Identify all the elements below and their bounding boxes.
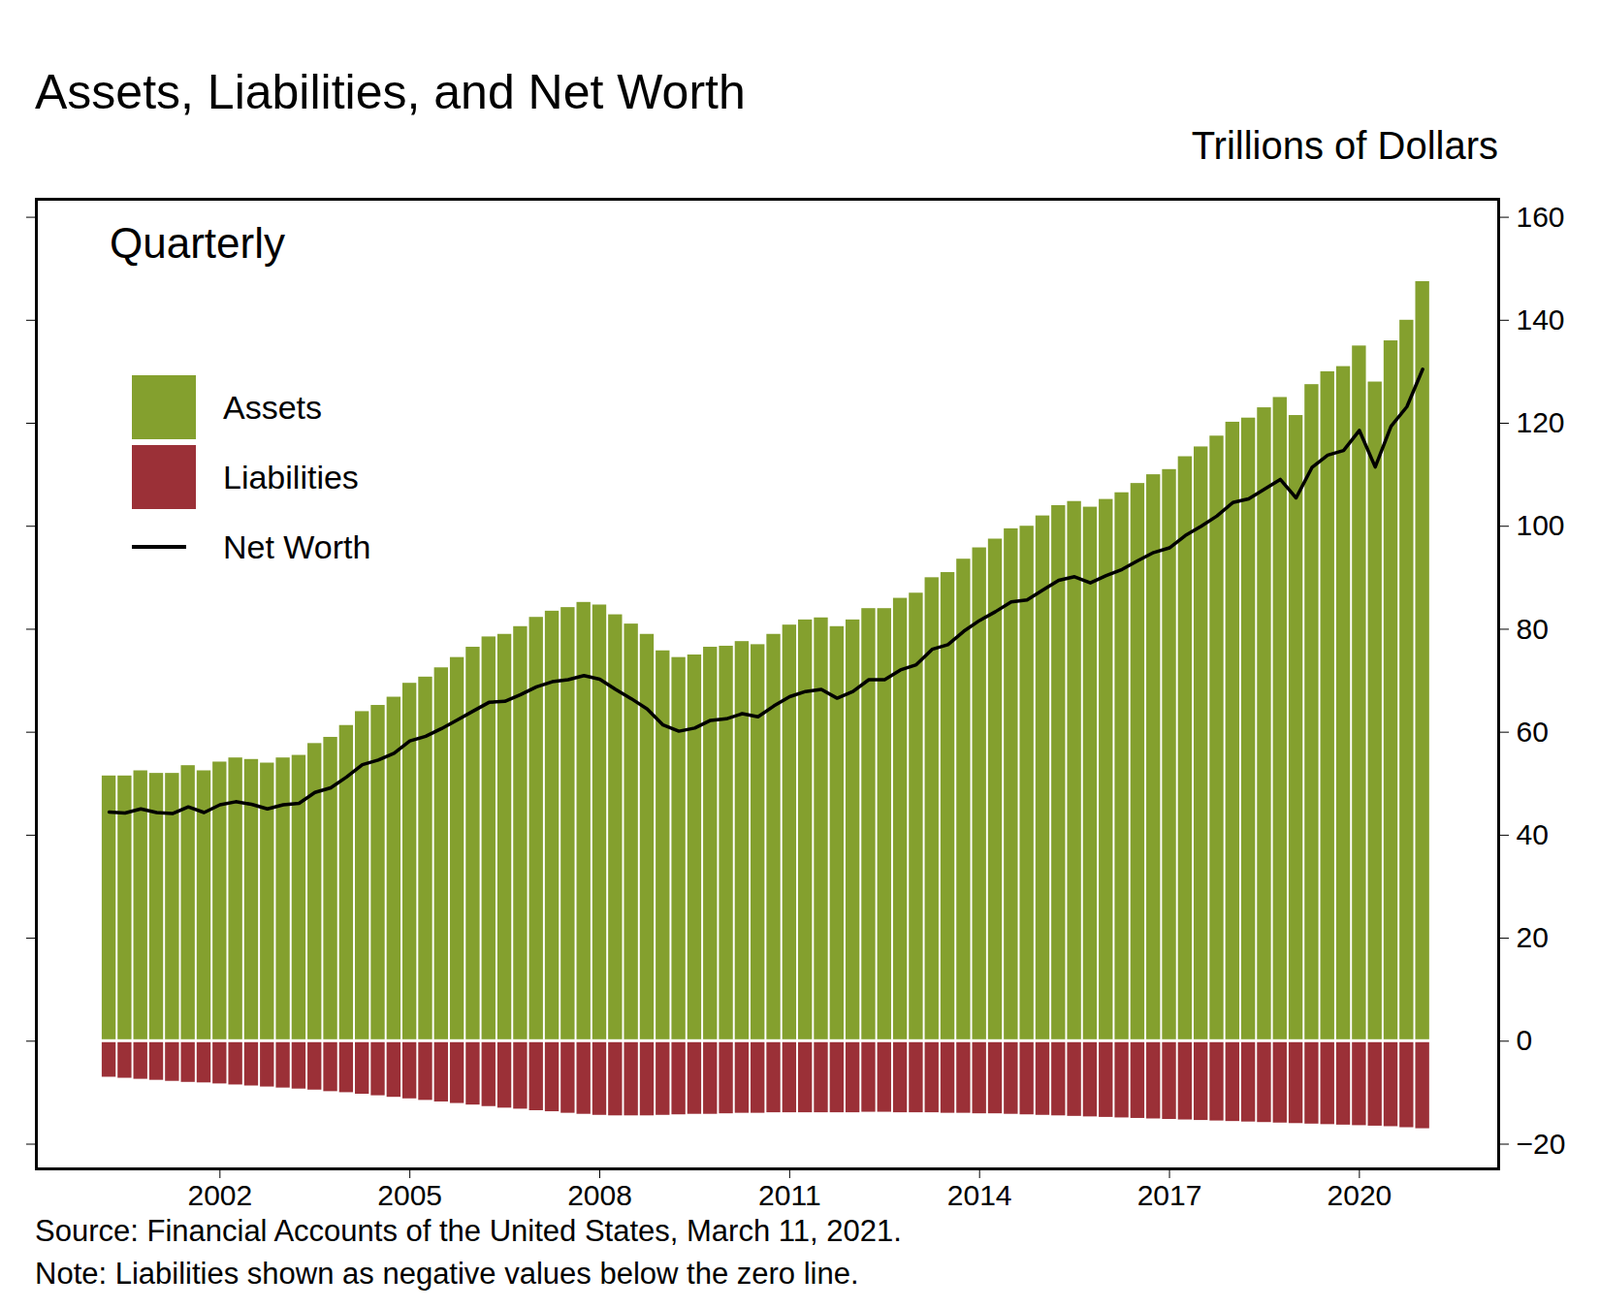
- svg-text:100: 100: [1516, 509, 1566, 542]
- svg-text:−20: −20: [1516, 1127, 1567, 1160]
- svg-text:40: 40: [1516, 818, 1549, 851]
- html-text:Trillions of Dollars: Trillions of Dollars: [1191, 124, 1499, 167]
- svg-text:2008: 2008: [567, 1179, 633, 1212]
- svg-text:2014: 2014: [947, 1179, 1013, 1212]
- svg-text:2017: 2017: [1137, 1179, 1203, 1212]
- svg-text:2020: 2020: [1327, 1179, 1393, 1212]
- svg-text:2005: 2005: [377, 1179, 443, 1212]
- svg-text:2011: 2011: [758, 1179, 822, 1212]
- svg-text:20: 20: [1516, 921, 1549, 954]
- html-text:Assets, Liabilities, and Net W: Assets, Liabilities, and Net Worth: [34, 64, 746, 120]
- html-text:Source: Financial Accounts of: Source: Financial Accounts of the United…: [34, 1214, 902, 1248]
- svg-text:60: 60: [1516, 715, 1549, 748]
- svg-text:140: 140: [1516, 303, 1566, 336]
- html-text:Assets: Assets: [223, 388, 322, 426]
- html-text:Quarterly: Quarterly: [109, 219, 286, 267]
- html-text:Net Worth: Net Worth: [223, 528, 371, 565]
- svg-text:2002: 2002: [187, 1179, 253, 1212]
- html-text:Liabilities: Liabilities: [223, 458, 359, 496]
- svg-text:160: 160: [1516, 200, 1566, 233]
- svg-text:120: 120: [1516, 406, 1566, 439]
- svg-text:80: 80: [1516, 612, 1549, 645]
- html-text:Note: Liabilities shown as neg: Note: Liabilities shown as negative valu…: [34, 1256, 859, 1291]
- svg-text:0: 0: [1516, 1024, 1534, 1056]
